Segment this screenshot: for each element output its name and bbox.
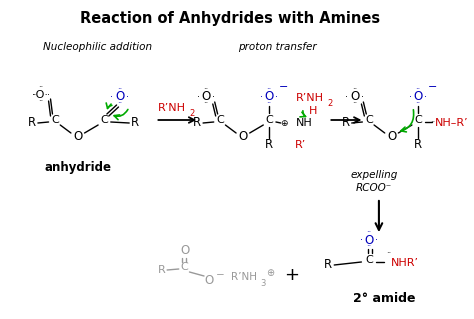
Text: C: C [265, 115, 273, 125]
Text: O: O [204, 273, 213, 286]
Text: ··: ·· [203, 100, 209, 108]
Text: R: R [157, 265, 165, 275]
Text: O: O [73, 130, 82, 144]
Text: O: O [180, 243, 189, 256]
Text: ·: · [361, 92, 364, 102]
Text: O: O [238, 130, 247, 144]
Text: O: O [264, 91, 274, 103]
Text: anhydride: anhydride [44, 160, 111, 174]
Text: R: R [193, 116, 201, 130]
Text: R: R [342, 116, 350, 130]
Text: O: O [387, 130, 396, 144]
Text: ·: · [32, 90, 35, 100]
Text: ·: · [110, 92, 113, 102]
Text: ··: ·· [266, 100, 272, 108]
Text: R’: R’ [294, 140, 306, 150]
Text: ·: · [260, 92, 263, 102]
Text: NH: NH [296, 118, 313, 128]
Text: ··: ·· [415, 85, 420, 94]
Text: ··: ·· [352, 85, 357, 94]
Text: ·: · [275, 92, 278, 102]
Text: ⊕: ⊕ [280, 118, 287, 128]
Text: ··: ·· [430, 118, 435, 128]
Text: −: − [279, 82, 288, 92]
Text: ⊕: ⊕ [266, 268, 274, 278]
Text: ·: · [212, 92, 215, 102]
Text: ··: ·· [366, 228, 372, 238]
Text: −: − [216, 270, 225, 280]
Text: 2° amide: 2° amide [353, 292, 415, 305]
Text: +: + [284, 266, 299, 284]
Text: ·: · [346, 92, 348, 102]
Text: ··: ·· [352, 100, 357, 108]
Text: Reaction of Anhydrides with Amines: Reaction of Anhydrides with Amines [80, 11, 380, 26]
Text: O: O [115, 91, 124, 103]
Text: ·: · [375, 235, 378, 245]
Text: R’NH: R’NH [158, 103, 186, 113]
Text: 3: 3 [260, 278, 266, 287]
Text: O: O [350, 91, 359, 103]
Text: ·: · [47, 90, 50, 100]
Text: R: R [28, 116, 36, 130]
Text: ·: · [126, 92, 129, 102]
Text: ·: · [409, 92, 411, 102]
Text: ··: ·· [415, 100, 420, 108]
Text: C: C [365, 115, 373, 125]
Text: ·: · [197, 92, 200, 102]
Text: C: C [100, 115, 108, 125]
Text: 2: 2 [190, 108, 195, 117]
Text: H: H [309, 106, 317, 116]
Text: ··: ·· [117, 100, 122, 108]
Text: C: C [217, 115, 224, 125]
Text: Nucleophilic addition: Nucleophilic addition [43, 42, 152, 52]
Text: ··: ·· [38, 84, 44, 93]
Text: ·: · [424, 92, 427, 102]
Text: proton transfer: proton transfer [237, 42, 316, 52]
Text: R: R [324, 258, 332, 271]
Text: ··: ·· [366, 242, 372, 251]
Text: NHR’: NHR’ [391, 258, 419, 268]
Text: RCOO⁻: RCOO⁻ [356, 183, 392, 193]
Text: R’NH: R’NH [296, 93, 324, 103]
Text: C: C [365, 255, 373, 265]
Text: C: C [181, 262, 189, 272]
Text: ··: ·· [266, 85, 272, 94]
Text: NH–R’: NH–R’ [435, 118, 469, 128]
Text: expelling: expelling [350, 170, 398, 180]
Text: R: R [414, 138, 422, 152]
Text: O: O [413, 91, 422, 103]
Text: R: R [131, 116, 139, 130]
Text: ··: ·· [203, 85, 209, 94]
Text: ·O·: ·O· [33, 90, 49, 100]
Text: 2: 2 [328, 99, 333, 108]
Text: O: O [365, 234, 374, 247]
Text: C: C [52, 115, 59, 125]
Text: ··: ·· [38, 98, 44, 107]
Text: ·: · [360, 235, 363, 245]
Text: ··: ·· [386, 249, 391, 258]
Text: R’NH: R’NH [231, 272, 257, 282]
Text: −: − [428, 82, 437, 92]
Text: O: O [201, 91, 210, 103]
Text: C: C [414, 115, 422, 125]
Text: ··: ·· [117, 85, 122, 94]
Text: R: R [265, 138, 273, 152]
